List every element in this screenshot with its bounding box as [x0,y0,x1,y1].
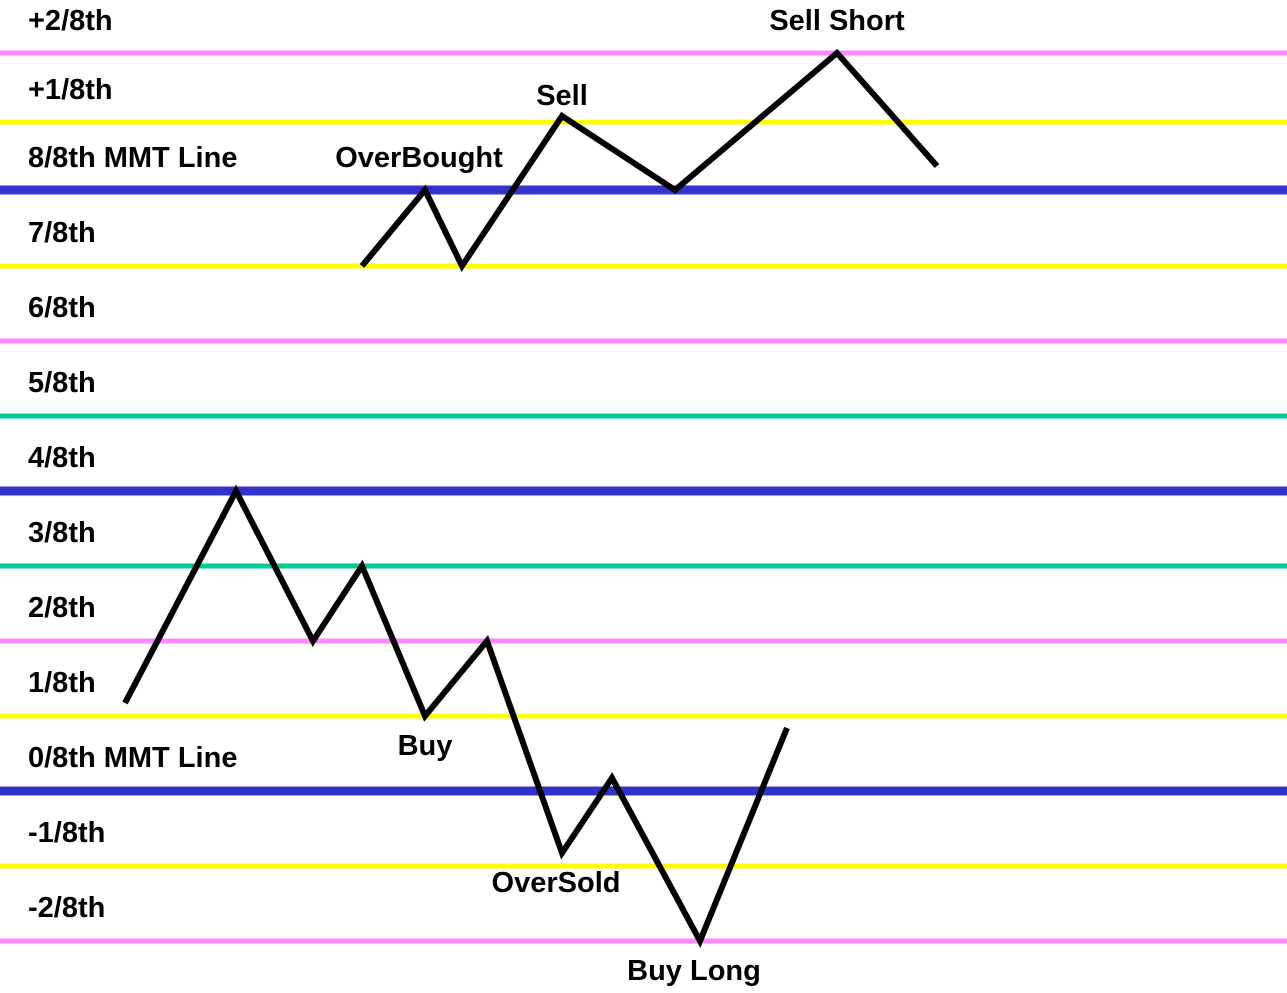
level-label-0-8-mmt: 0/8th MMT Line [28,742,237,774]
lower-price-path [122,484,790,949]
annotation-sell: Sell [536,80,588,112]
annotations: Sell Short Sell OverBought Buy OverSold … [335,5,905,987]
level-label-3-8: 3/8th [28,517,96,549]
level-label-6-8: 6/8th [28,292,96,324]
level-labels: +2/8th +1/8th 8/8th MMT Line 7/8th 6/8th… [28,5,237,924]
level-label-2-8: 2/8th [28,592,96,624]
level-label-plus-2-8: +2/8th [28,5,113,37]
level-label-8-8-mmt: 8/8th MMT Line [28,142,237,174]
upper-price-path [359,48,940,273]
level-label-minus-2-8: -2/8th [28,892,105,924]
level-label-1-8: 1/8th [28,667,96,699]
level-label-7-8: 7/8th [28,217,96,249]
level-label-5-8: 5/8th [28,367,96,399]
level-label-plus-1-8: +1/8th [28,74,113,106]
level-label-minus-1-8: -1/8th [28,817,105,849]
annotation-overbought: OverBought [335,142,503,174]
annotation-sell-short: Sell Short [769,5,905,37]
annotation-buy-long: Buy Long [627,955,761,987]
level-label-4-8: 4/8th [28,442,96,474]
annotation-oversold: OverSold [492,867,621,899]
price-paths [122,48,940,949]
annotation-buy: Buy [398,730,453,762]
level-lines [0,50,1287,944]
